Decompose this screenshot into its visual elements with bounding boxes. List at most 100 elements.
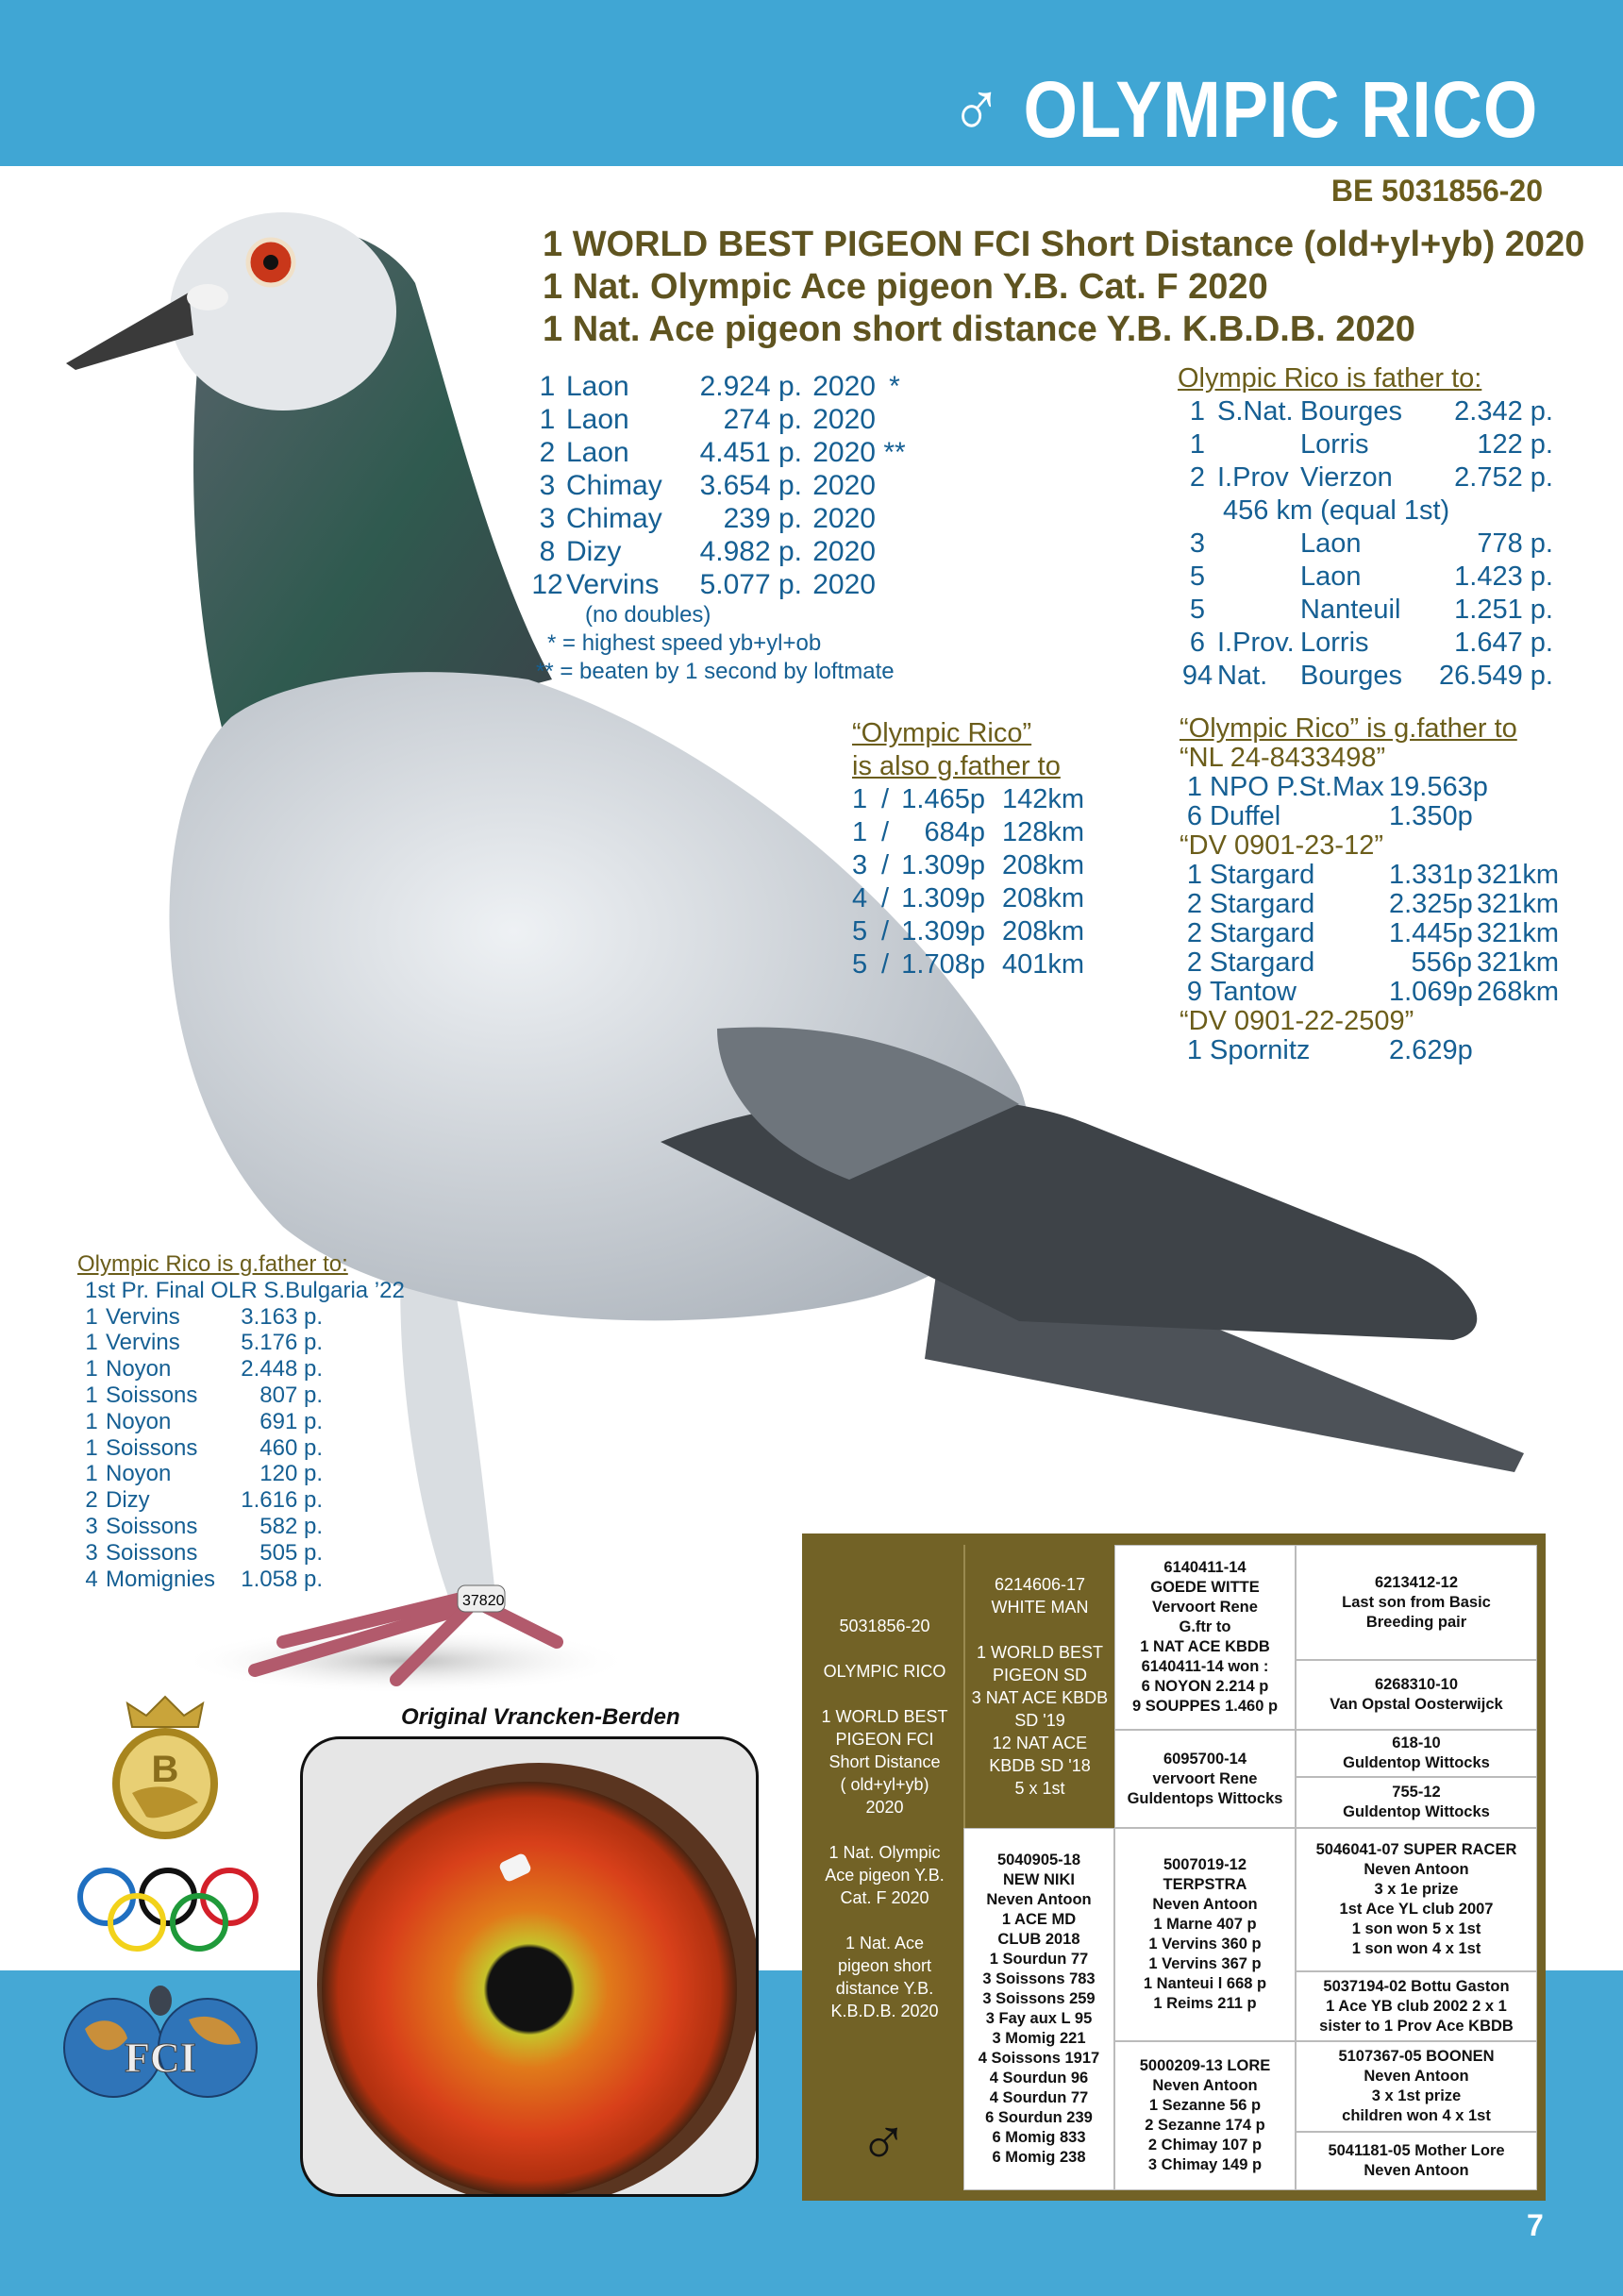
place: 5 — [852, 916, 868, 947]
place: 5 — [1189, 595, 1206, 625]
race: Duffel — [1210, 801, 1281, 831]
place: 1 — [85, 1434, 98, 1461]
place: 2 — [1186, 889, 1203, 919]
place: 4 — [85, 1566, 98, 1592]
prize: 1.423 p. — [1454, 561, 1553, 592]
svg-text:FCI: FCI — [125, 2035, 196, 2081]
distance: 208km — [1001, 850, 1084, 880]
pedigree-ss-dam: 6268310-10 Van Opstal Oosterwijck — [1296, 1660, 1537, 1730]
year: 2020 — [812, 437, 876, 468]
gfather-left-row: 3 Soissons 505 p. — [77, 1540, 405, 1567]
prize: 505 p. — [259, 1539, 323, 1566]
gfather-left-row: 4 Momignies 1.058 p. — [77, 1567, 405, 1593]
place: 5 — [852, 949, 868, 980]
separator: / — [880, 850, 890, 880]
place: 2 — [1189, 462, 1206, 493]
result-row: 3 Chimay 3.654 p. 2020 — [528, 469, 913, 502]
place: 6 — [1189, 628, 1206, 658]
race: Bourges — [1300, 661, 1403, 691]
race: Soissons — [106, 1513, 198, 1539]
distance — [1472, 802, 1559, 831]
gfather-left-row: 1 Vervins 5.176 p. — [77, 1330, 405, 1356]
distance: 321km — [1476, 889, 1559, 919]
kbdb-logo: B — [112, 1695, 218, 1839]
prize: 1.058 p. — [241, 1566, 323, 1592]
gfather-left-row: 1 Soissons 807 p. — [77, 1383, 405, 1409]
prize: 1.465p — [901, 784, 985, 814]
prize: 120 p. — [259, 1461, 323, 1487]
distance: 401km — [1001, 949, 1084, 980]
place: 2 — [1186, 918, 1203, 948]
race: Stargard — [1210, 860, 1315, 890]
gfather-right-row: 9 Tantow 1.069p 268km — [1180, 978, 1559, 1007]
pedigree-ss-sire: 6213412-12 Last son from Basic Breeding … — [1296, 1545, 1537, 1660]
father-to-row: 3 Laon 778 p. — [1178, 528, 1555, 561]
prize: 1.251 p. — [1454, 595, 1553, 625]
descendant-name: “NL 24-8433498” — [1180, 743, 1386, 773]
prize: 3.163 p. — [241, 1303, 323, 1330]
level: I.Prov — [1217, 462, 1289, 493]
pedigree-ds-sire: 5046041-07 SUPER RACER Neven Antoon 3 x … — [1296, 1828, 1537, 1971]
prize: 807 p. — [259, 1382, 323, 1408]
mark — [876, 403, 913, 436]
result-row: 1 Laon 274 p. 2020 — [528, 403, 913, 436]
prize: 1.445p — [1389, 918, 1473, 948]
gfather-left-block: Olympic Rico is g.father to: 1st Pr. Fin… — [77, 1251, 405, 1592]
level — [1217, 561, 1300, 594]
prize: 460 p. — [259, 1434, 323, 1461]
race: Spornitz — [1210, 1035, 1311, 1065]
distance: 321km — [1476, 860, 1559, 890]
prize: 3.654 p. — [699, 470, 802, 501]
male-symbol-icon: ♂ — [859, 2105, 909, 2179]
place: 1 — [852, 784, 868, 814]
result-row: 8 Dizy 4.982 p. 2020 — [528, 535, 913, 568]
distance: 208km — [1001, 916, 1084, 947]
pedigree-dam-dam: 5000209-13 LORE Neven Antoon 1 Sezanne 5… — [1114, 2041, 1296, 2190]
race: Noyon — [106, 1356, 172, 1383]
place: 1 — [85, 1356, 98, 1383]
place: 2 — [539, 437, 556, 468]
prize: 26.549 p. — [1439, 661, 1553, 691]
place: 1 — [539, 404, 556, 435]
father-to-row: 94 Nat. Bourges 26.549 p. — [1178, 660, 1555, 693]
prize: 19.563p — [1389, 772, 1488, 802]
page-number: 7 — [1527, 2208, 1544, 2242]
distance: 321km — [1476, 947, 1559, 978]
descendant-name: “DV 0901-22-2509” — [1180, 1006, 1414, 1036]
father-to-block: Olympic Rico is father to: 1 S.Nat. Bourge… — [1178, 362, 1555, 693]
place: 8 — [539, 536, 556, 567]
prize: 239 p. — [723, 503, 802, 534]
also-gfather-row: 4 / 1.309p 208km — [852, 882, 1084, 915]
footnote-2: ** = beaten by 1 second by loftmate — [536, 659, 895, 684]
mark: * — [889, 371, 900, 402]
father-to-row: 2 I.Prov Vierzon 2.752 p. — [1178, 461, 1555, 494]
prize: 684p — [924, 817, 985, 847]
prize: 1.309p — [901, 916, 985, 947]
prize: 122 p. — [1477, 429, 1553, 460]
race: Soissons — [106, 1434, 198, 1461]
also-gfather-row: 5 / 1.309p 208km — [852, 915, 1084, 948]
prize: 1.309p — [901, 850, 985, 880]
father-to-row: 5 Nanteuil 1.251 p. — [1178, 594, 1555, 627]
father-to-row: 6 I.Prov. Lorris 1.647 p. — [1178, 627, 1555, 660]
race: Momignies — [106, 1566, 216, 1592]
place: 4 — [852, 883, 868, 913]
prize: 2.325p — [1389, 889, 1473, 919]
year: 2020 — [812, 503, 876, 534]
race: Laon — [1300, 528, 1362, 559]
place: 1 — [852, 817, 868, 847]
pigeon-photo: 37820 — [66, 212, 1524, 1694]
level — [1217, 428, 1300, 461]
pedigree-table: 5031856-20 OLYMPIC RICO 1 WORLD BEST PIG… — [802, 1533, 1546, 2201]
race: Laon — [566, 371, 629, 402]
descendant-name: “DV 0901-23-12” — [1180, 830, 1383, 861]
place: 9 — [1186, 977, 1203, 1007]
place: 1 — [1189, 396, 1206, 427]
result-row: 12 Vervins 5.077 p. 2020 — [528, 568, 913, 601]
place: 1 — [1186, 860, 1203, 890]
year: 2020 — [812, 569, 876, 600]
place: 94 — [1181, 661, 1213, 691]
separator: / — [880, 916, 890, 947]
mark — [876, 535, 913, 568]
gfather-right-row: 1 Spornitz 2.629p — [1180, 1036, 1559, 1065]
